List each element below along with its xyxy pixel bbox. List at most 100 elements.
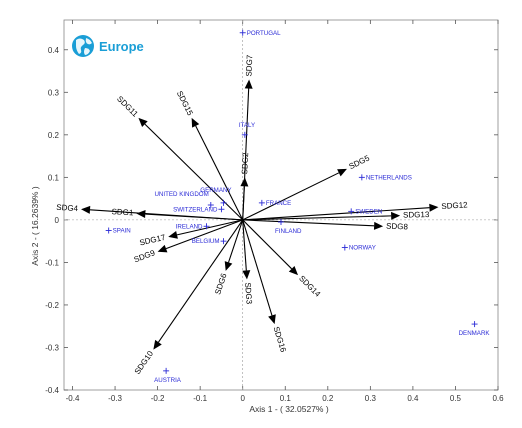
y-axis-label: Axis 2 - ( 16.2639% ): [30, 186, 40, 266]
vector-line: [158, 219, 244, 343]
y-tick-label: 0: [55, 216, 60, 225]
vector-line: [165, 219, 243, 250]
x-tick-label: 0.5: [450, 394, 462, 403]
y-axis: -0.4 -0.3 -0.2 -0.1 0 0.1 0.2 0.3 0.4: [45, 46, 498, 395]
y-tick-label: 0.3: [48, 88, 60, 97]
vector-arrowhead: [240, 177, 249, 187]
vector-label: SDG1: [111, 207, 134, 217]
vector-arrowhead: [429, 203, 439, 212]
point-label: BELGIUM: [192, 238, 220, 245]
vector-sdg8: SDG8: [242, 219, 409, 232]
vector-arrowhead: [244, 79, 253, 89]
vector-sdg3: SDG3: [242, 219, 254, 305]
plot-frame: [63, 19, 499, 391]
vector-arrowhead: [168, 230, 178, 239]
point-netherlands: NETHERLANDS: [358, 174, 412, 181]
point-belgium: BELGIUM: [192, 238, 227, 245]
point-portugal: PORTUGAL: [239, 29, 281, 37]
vector-line: [242, 207, 430, 221]
y-tick-label: -0.3: [45, 343, 59, 352]
vector-label: SDG13: [403, 210, 430, 220]
point-label: IRELAND: [176, 223, 203, 230]
vector-line: [242, 215, 392, 221]
x-tick-label: -0.3: [108, 394, 122, 403]
point-label: SPAIN: [113, 228, 131, 235]
point-austria: AUSTRIA: [154, 367, 182, 384]
point-germany: GERMANY: [200, 187, 232, 206]
y-tick-label: -0.4: [45, 386, 59, 395]
vector-line: [242, 219, 247, 271]
x-tick-label: -0.2: [151, 394, 165, 403]
vector-label: SDG7: [244, 54, 254, 77]
vector-label: SDG8: [386, 222, 409, 232]
vector-line: [242, 219, 273, 316]
vector-sdg1: SDG1: [111, 207, 243, 221]
vector-line: [144, 123, 244, 221]
vector-line: [242, 219, 293, 270]
point-label: DENMARK: [459, 330, 491, 337]
point-ireland: IRELAND: [176, 223, 210, 230]
point-label: AUSTRIA: [154, 377, 182, 384]
vector-arrowhead: [191, 117, 200, 128]
x-tick-label: 0.2: [322, 394, 334, 403]
vector-label: SDG3: [243, 282, 254, 305]
vector-label: SDG4: [56, 203, 79, 213]
y-tick-label: 0.1: [48, 173, 60, 182]
vector-arrowhead: [224, 261, 233, 271]
x-tick-label: 0.1: [280, 394, 292, 403]
point-italy: ITALY: [239, 122, 255, 138]
vector-label: SDG2: [240, 152, 250, 175]
y-tick-label: 0.4: [48, 46, 60, 55]
x-tick-label: -0.4: [66, 394, 80, 403]
vector-sdg13: SDG13: [242, 210, 430, 221]
point-label: NORWAY: [349, 245, 376, 252]
vector-arrowhead: [157, 244, 168, 253]
vector-arrowhead: [391, 211, 401, 220]
point-finland: FINLAND: [275, 219, 302, 235]
europe-logo: Europe: [72, 35, 144, 57]
vector-arrowhead: [242, 270, 251, 280]
vector-arrowhead: [153, 339, 162, 350]
x-tick-label: 0: [240, 394, 245, 403]
y-tick-label: -0.1: [45, 258, 59, 267]
y-tick-label: -0.2: [45, 301, 59, 310]
point-denmark: DENMARK: [459, 321, 491, 337]
vector-arrowhead: [136, 210, 146, 219]
x-tick-label: -0.1: [193, 394, 207, 403]
vector-line: [242, 219, 375, 227]
vector-line: [145, 213, 243, 221]
vector-line: [242, 186, 245, 220]
point-label: NETHERLANDS: [366, 174, 412, 181]
point-label: PORTUGAL: [247, 30, 281, 37]
vector-line: [242, 172, 340, 221]
point-france: FRANCE: [258, 199, 291, 207]
point-label: SWEDEN: [355, 208, 382, 215]
globe-icon: [72, 35, 94, 57]
vector-arrowhead: [337, 168, 347, 177]
point-spain: SPAIN: [105, 227, 131, 235]
point-norway: NORWAY: [341, 244, 376, 252]
vector-line: [228, 219, 244, 263]
vector-label: SDG12: [441, 200, 468, 211]
vector-line: [176, 219, 243, 236]
point-label: ITALY: [239, 122, 255, 129]
x-tick-label: 0.3: [365, 394, 377, 403]
logo-text: Europe: [99, 39, 144, 54]
vector-arrowhead: [268, 314, 276, 325]
vector-arrowhead: [138, 117, 148, 127]
vector-line: [195, 125, 244, 221]
vector-arrowhead: [373, 221, 384, 230]
point-united-kingdom: UNITED KINGDOM: [154, 191, 214, 208]
x-tick-label: 0.6: [492, 394, 504, 403]
point-label: UNITED KINGDOM: [154, 191, 208, 198]
point-label: SWITZERLAND: [173, 206, 218, 213]
point-label: FRANCE: [266, 200, 291, 207]
plot-border: [63, 19, 499, 391]
vector-arrowhead: [288, 265, 299, 276]
vector-sdg2: SDG2: [240, 152, 250, 220]
y-tick-label: 0.2: [48, 131, 60, 140]
x-tick-label: 0.4: [407, 394, 419, 403]
